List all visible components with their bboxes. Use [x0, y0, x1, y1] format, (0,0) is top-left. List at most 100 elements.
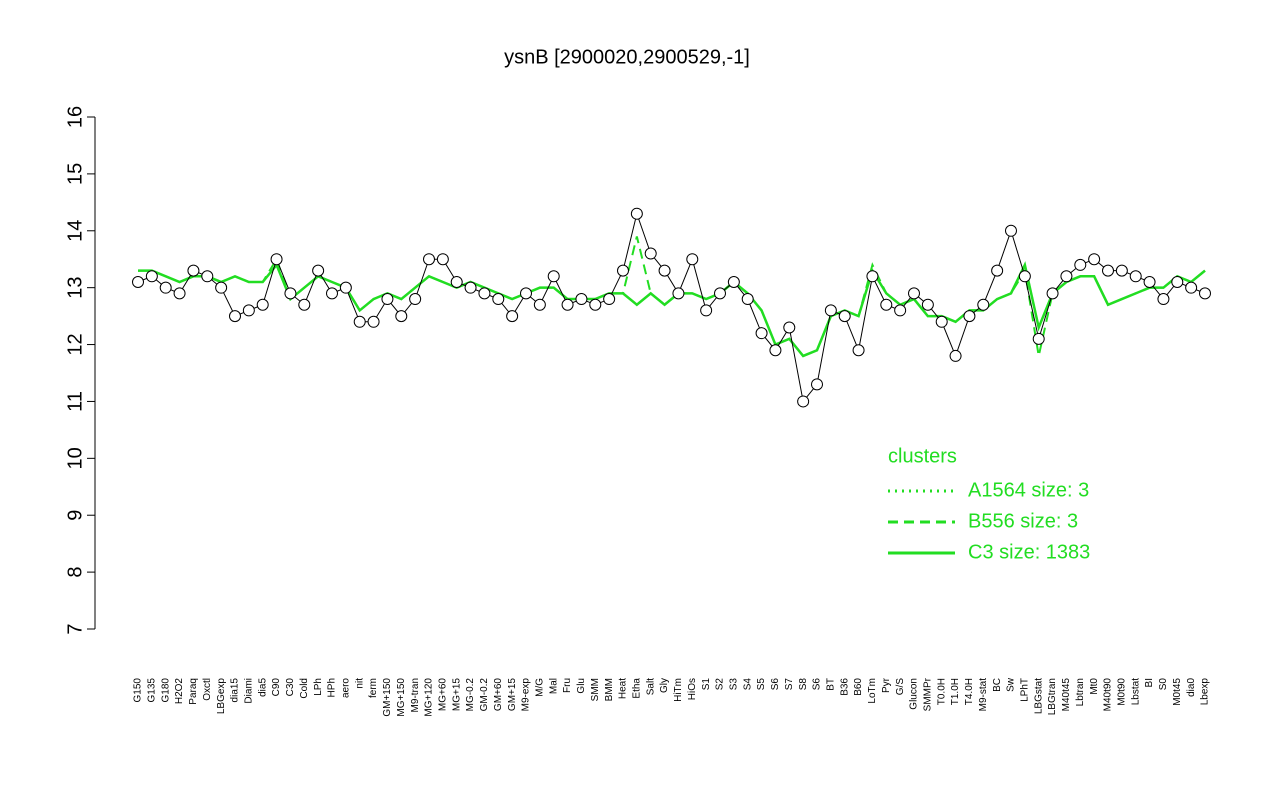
x-tick-label: MG+120	[424, 678, 435, 717]
point	[727, 275, 740, 288]
x-tick-label: ferm	[368, 678, 379, 698]
x-tick-label: M9-tran	[410, 678, 421, 712]
x-tick-label: MG+150	[396, 678, 407, 717]
point	[769, 344, 782, 357]
point	[506, 310, 519, 323]
y-tick-label: 11	[64, 391, 86, 412]
point	[173, 287, 186, 300]
x-tick-label: B60	[853, 678, 864, 696]
x-tick-label: LPh	[313, 678, 324, 696]
x-tick-label: G/S	[895, 678, 906, 696]
point	[464, 281, 477, 294]
x-tick-label: GM+15	[507, 678, 518, 712]
x-tick-label: GM+150	[382, 678, 393, 717]
point	[700, 304, 713, 317]
x-tick-label: M9-exp	[521, 678, 532, 712]
point	[1171, 275, 1184, 288]
point	[852, 344, 865, 357]
point	[1102, 264, 1114, 277]
x-tick-label: SMM	[590, 678, 601, 701]
point	[561, 298, 574, 311]
point	[187, 264, 200, 277]
x-tick-label: S6	[770, 678, 781, 691]
point	[450, 275, 463, 288]
cluster-line	[138, 261, 1206, 358]
x-tick-label: T4.0H	[964, 678, 975, 705]
y-tick-label: 8	[64, 567, 86, 578]
x-tick-label: Mal	[548, 678, 559, 694]
point	[811, 378, 823, 391]
x-tick-label: M40t45	[1061, 678, 1072, 712]
x-tick-label: S6	[812, 678, 823, 691]
legend-label: C3 size: 1383	[968, 541, 1090, 563]
x-tick-label: Heat	[618, 678, 629, 699]
point	[270, 253, 283, 266]
x-tick-label: S4	[742, 678, 753, 691]
x-tick-label: Lbstat	[1130, 678, 1141, 705]
point	[423, 253, 435, 266]
point	[894, 304, 907, 317]
point	[284, 287, 297, 300]
point	[533, 298, 546, 311]
x-tick-label: HiOs	[687, 678, 698, 700]
x-tick-label: S8	[798, 678, 809, 691]
x-tick-label: S1	[701, 678, 712, 691]
point	[132, 275, 144, 288]
point	[741, 293, 754, 306]
x-tick-label: B36	[839, 678, 850, 696]
point	[1088, 253, 1101, 266]
x-tick-label: Paraq	[188, 678, 199, 705]
point	[326, 287, 338, 300]
cluster-line	[138, 236, 1206, 358]
x-tick-label: BC	[992, 678, 1003, 692]
x-tick-label: Lbexp	[1200, 678, 1211, 706]
point	[1115, 264, 1128, 277]
point	[1046, 287, 1059, 300]
x-tick-label: MG-0.2	[465, 678, 476, 712]
point	[658, 264, 671, 277]
point	[520, 287, 532, 300]
x-tick-label: S5	[756, 678, 767, 691]
x-tick-label: T0.0H	[936, 678, 947, 705]
x-tick-label: LBGexp	[216, 678, 227, 715]
point	[880, 298, 893, 311]
x-tick-label: C30	[285, 678, 296, 697]
point	[603, 293, 616, 306]
y-tick-label: 7	[64, 623, 86, 634]
point	[159, 281, 172, 294]
x-tick-label: aero	[340, 678, 351, 698]
x-tick-label: LBGtran	[1047, 678, 1058, 715]
chart-title: ysnB [2900020,2900529,-1]	[504, 46, 750, 68]
x-tick-label: GM+60	[493, 678, 504, 712]
point	[409, 293, 422, 306]
x-tick-label: S7	[784, 678, 795, 691]
x-tick-label: T1.0H	[950, 678, 961, 705]
x-tick-label: Cold	[299, 678, 310, 699]
x-tick-label: Oxctl	[202, 678, 213, 701]
x-tick-label: LoTm	[867, 678, 878, 704]
point	[866, 270, 879, 283]
point	[547, 270, 560, 283]
point	[242, 304, 255, 317]
x-tick-label: nit	[354, 678, 365, 689]
x-tick-label: Mt0	[1089, 678, 1100, 695]
x-tick-label: M/G	[534, 678, 545, 697]
point	[1005, 224, 1017, 237]
point-line	[137, 211, 1206, 403]
point	[395, 310, 408, 323]
point	[686, 253, 699, 266]
point	[783, 321, 796, 334]
x-tick-label: Sw	[1006, 677, 1017, 692]
point	[908, 287, 920, 300]
point	[949, 349, 962, 362]
y-tick-label: 10	[64, 447, 86, 469]
x-tick-label: C90	[271, 678, 282, 697]
point	[312, 264, 325, 277]
x-tick-label: Glucon	[909, 678, 920, 710]
x-tick-label: BT	[825, 678, 836, 691]
x-tick-label: BI	[1144, 678, 1155, 687]
x-tick-label: LPhT	[1019, 678, 1030, 702]
point	[1060, 270, 1073, 283]
x-tick-label: Salt	[645, 678, 656, 695]
point	[381, 293, 394, 306]
